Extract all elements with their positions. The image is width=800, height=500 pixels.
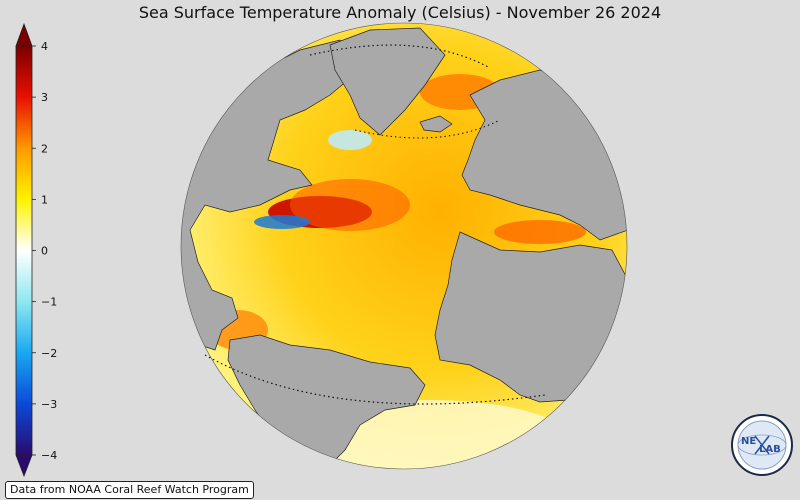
map-title: Sea Surface Temperature Anomaly (Celsius… <box>138 3 662 22</box>
africa-land <box>434 231 627 403</box>
colorbar-min-arrow <box>15 454 33 478</box>
colorbar: 4 3 2 1 0 −1 −2 −3 −4 <box>15 22 57 478</box>
iceland-land <box>419 115 453 133</box>
logo-text-right: LAB <box>759 444 781 455</box>
data-credit: Data from NOAA Coral Reef Watch Program <box>5 481 254 499</box>
gulf-stream-warm-anomaly <box>290 179 410 231</box>
mediterranean-warm-anomaly <box>494 220 586 244</box>
globe-outline <box>180 22 628 470</box>
greenland-land <box>329 27 446 136</box>
logo-text-left: NE <box>741 436 756 447</box>
colorbar-tick-label: 2 <box>41 142 48 155</box>
colorbar-tick-label: 0 <box>41 245 48 258</box>
colorbar-tick-label: 4 <box>41 40 48 53</box>
colorbar-tick-label: −4 <box>41 449 57 462</box>
colorbar-tick-label: 1 <box>41 193 48 206</box>
cool-anomaly-patch <box>254 215 310 229</box>
nexlab-logo: NE LAB <box>731 414 793 476</box>
colorbar-ticks: 4 3 2 1 0 −1 −2 −3 −4 <box>32 40 57 462</box>
labrador-cool-patch <box>328 130 372 150</box>
colorbar-tick-label: −2 <box>41 347 57 360</box>
colorbar-tick-label: −3 <box>41 398 57 411</box>
colorbar-tick-label: 3 <box>41 91 48 104</box>
tropic-line-south <box>204 354 546 405</box>
colorbar-tick-label: −1 <box>41 296 57 309</box>
